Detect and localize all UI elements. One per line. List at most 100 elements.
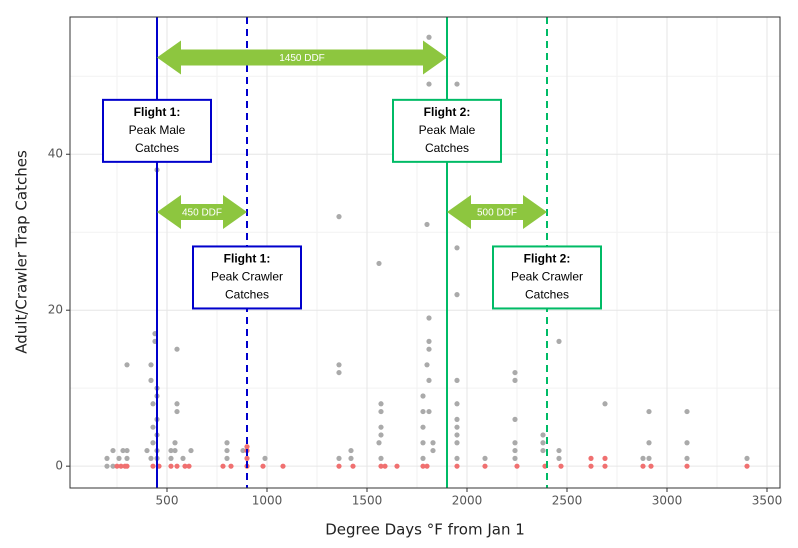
- point: [514, 463, 520, 469]
- point: [454, 81, 460, 87]
- point: [172, 447, 178, 454]
- point: [482, 455, 488, 461]
- point: [224, 440, 230, 446]
- point: [118, 463, 124, 469]
- point: [540, 432, 546, 438]
- point: [744, 463, 750, 469]
- point: [150, 463, 156, 469]
- point: [168, 455, 174, 461]
- point: [454, 377, 460, 383]
- point: [482, 463, 488, 469]
- point: [512, 447, 518, 454]
- point: [646, 440, 652, 446]
- point: [336, 362, 342, 368]
- arrow-label: 500 DDF: [477, 208, 517, 219]
- point: [744, 455, 750, 461]
- point: [382, 463, 388, 469]
- point: [378, 432, 384, 438]
- point: [512, 416, 518, 422]
- point: [420, 463, 426, 469]
- annotation-text: Peak Male: [419, 123, 476, 137]
- x-tick-label: 3500: [752, 494, 783, 508]
- point: [262, 455, 268, 461]
- point: [602, 455, 608, 461]
- y-tick-label: 0: [55, 459, 63, 473]
- point: [424, 221, 430, 228]
- annotation-text: Flight 1:: [224, 252, 271, 266]
- point: [454, 463, 460, 469]
- point: [426, 338, 432, 344]
- annotation-text: Catches: [425, 141, 469, 155]
- point: [454, 424, 460, 430]
- x-tick-label: 2000: [452, 494, 483, 508]
- point: [336, 463, 342, 469]
- point: [336, 369, 342, 376]
- annotation-box: [192, 245, 302, 310]
- point: [454, 245, 460, 251]
- point: [420, 393, 426, 399]
- point: [186, 463, 192, 469]
- y-tick-label: 40: [48, 147, 63, 161]
- x-tick-label: 1500: [352, 494, 383, 508]
- point: [684, 440, 690, 446]
- point: [454, 440, 460, 446]
- point: [172, 440, 178, 446]
- arrow: [447, 194, 547, 229]
- annotation-box: [102, 98, 212, 163]
- point: [588, 463, 594, 469]
- arrow-label: 450 DDF: [182, 208, 222, 219]
- point: [424, 463, 430, 469]
- point: [150, 401, 156, 407]
- annotation-text: Flight 2:: [524, 252, 571, 266]
- point: [174, 401, 180, 407]
- point: [394, 463, 400, 469]
- point: [148, 362, 154, 368]
- point: [512, 377, 518, 383]
- plot-border: [69, 16, 781, 489]
- point: [350, 463, 356, 469]
- point: [512, 369, 518, 376]
- annotation-text: Peak Crawler: [511, 270, 583, 284]
- y-tick-label: 20: [48, 303, 63, 317]
- point: [240, 447, 246, 454]
- point: [110, 463, 116, 469]
- point: [454, 455, 460, 461]
- point: [684, 463, 690, 469]
- point: [168, 463, 174, 469]
- point: [420, 455, 426, 461]
- point: [376, 260, 382, 267]
- x-tick-label: 500: [156, 494, 179, 508]
- point: [228, 463, 234, 469]
- point: [648, 463, 654, 469]
- point: [124, 455, 130, 461]
- point: [110, 447, 116, 454]
- point: [556, 338, 562, 344]
- point: [336, 214, 342, 220]
- point: [376, 440, 382, 446]
- point: [244, 455, 250, 461]
- annotation-text: Flight 2:: [424, 105, 471, 119]
- point: [640, 463, 646, 469]
- x-tick-label: 3000: [652, 494, 683, 508]
- arrow-label: 1450 DDF: [279, 53, 325, 64]
- point: [260, 463, 266, 469]
- point: [646, 408, 652, 415]
- point: [336, 455, 342, 461]
- point: [348, 455, 354, 461]
- annotation-box: [392, 98, 502, 163]
- annotation-text: Peak Male: [129, 123, 186, 137]
- point: [104, 455, 110, 461]
- y-axis-title: Adult/Crawler Trap Catches: [13, 150, 31, 354]
- point: [512, 455, 518, 461]
- point: [148, 455, 154, 461]
- point: [426, 346, 432, 352]
- point: [116, 455, 122, 461]
- point: [454, 432, 460, 438]
- arrow: [157, 40, 447, 75]
- annotation-text: Catches: [225, 288, 269, 302]
- point: [378, 401, 384, 407]
- point: [168, 447, 174, 454]
- annotation-box: [492, 245, 602, 310]
- annotation-text: Peak Crawler: [211, 270, 283, 284]
- point: [174, 408, 180, 415]
